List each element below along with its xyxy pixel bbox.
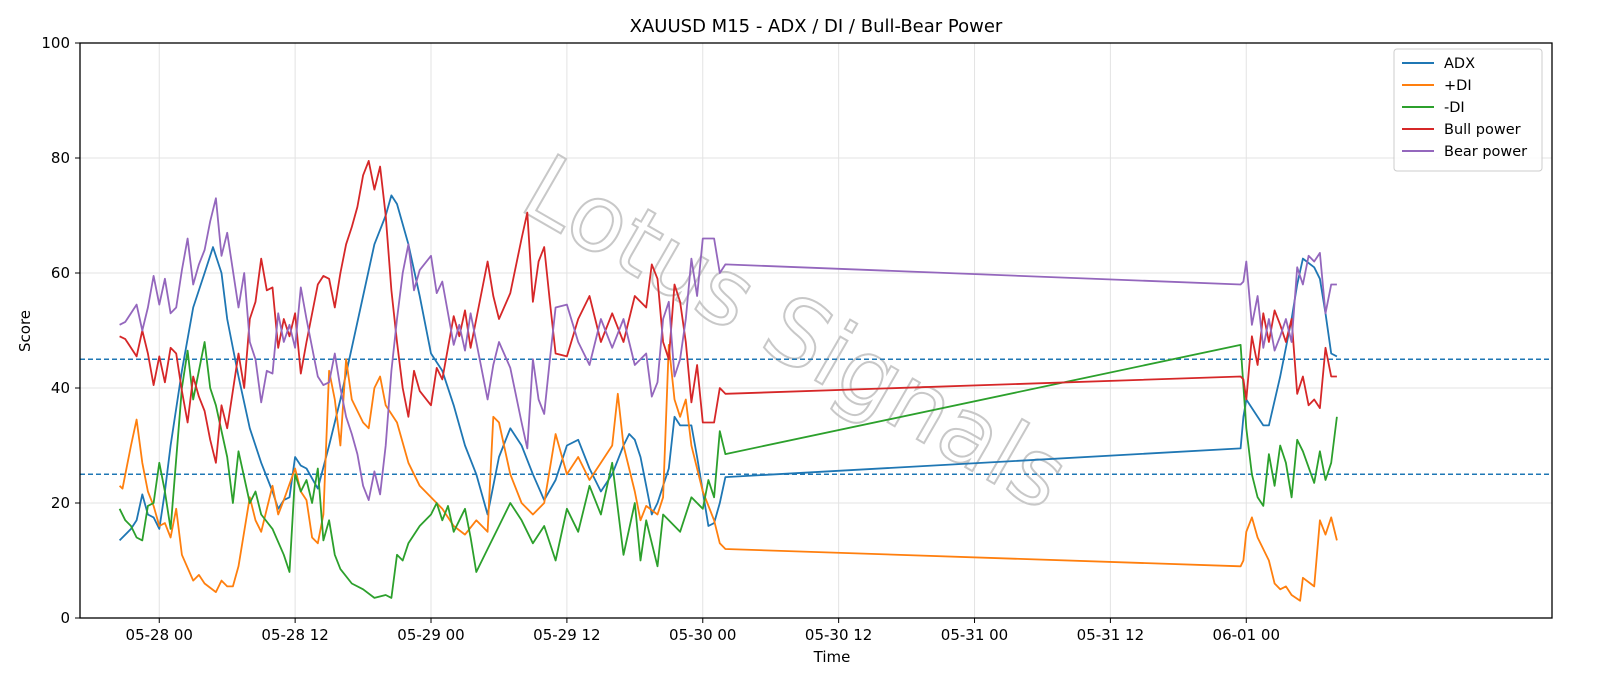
legend-label: -DI bbox=[1444, 100, 1465, 116]
reference-lines bbox=[80, 358, 1552, 475]
y-axis-title: Score bbox=[16, 310, 34, 352]
x-tick-label: 05-31 00 bbox=[941, 626, 1008, 644]
x-tick-label: 05-28 12 bbox=[261, 626, 328, 644]
y-tick-label: 40 bbox=[51, 379, 70, 397]
series-line-bear-power bbox=[119, 197, 1337, 502]
legend-label: Bear power bbox=[1444, 144, 1527, 160]
legend-label: Bull power bbox=[1444, 122, 1521, 138]
y-tick-label: 0 bbox=[60, 609, 70, 627]
x-tick-label: 05-29 00 bbox=[397, 626, 464, 644]
legend: ADX +DI -DI Bull power Bear power bbox=[1393, 48, 1543, 172]
y-tick-label: 20 bbox=[51, 494, 70, 512]
x-tick-label: 05-31 12 bbox=[1077, 626, 1144, 644]
x-tick-label: 05-28 00 bbox=[126, 626, 193, 644]
legend-box bbox=[1393, 48, 1543, 172]
series-line--di bbox=[118, 341, 1338, 599]
x-axis-title: Time bbox=[813, 648, 851, 666]
series-line-bull-power bbox=[119, 159, 1337, 464]
y-axis-ticks: 0 20 40 60 80 100 bbox=[41, 34, 80, 627]
y-tick-label: 60 bbox=[51, 264, 70, 282]
x-tick-label: 05-29 12 bbox=[533, 626, 600, 644]
legend-label: +DI bbox=[1444, 78, 1472, 94]
y-tick-label: 100 bbox=[41, 34, 70, 52]
series-line-adx bbox=[118, 194, 1338, 542]
plot-frame bbox=[79, 42, 1553, 619]
legend-label: ADX bbox=[1444, 56, 1475, 72]
chart-title: XAUUSD M15 - ADX / DI / Bull-Bear Power bbox=[630, 16, 1003, 37]
x-tick-label: 06-01 00 bbox=[1213, 626, 1280, 644]
series-lines bbox=[118, 159, 1338, 602]
series-line--di bbox=[118, 343, 1338, 602]
x-axis-ticks: 05-28 00 05-28 12 05-29 00 05-29 12 05-30 00… bbox=[126, 618, 1280, 644]
x-tick-label: 05-30 00 bbox=[669, 626, 736, 644]
x-tick-label: 05-30 12 bbox=[805, 626, 872, 644]
y-tick-label: 80 bbox=[51, 149, 70, 167]
